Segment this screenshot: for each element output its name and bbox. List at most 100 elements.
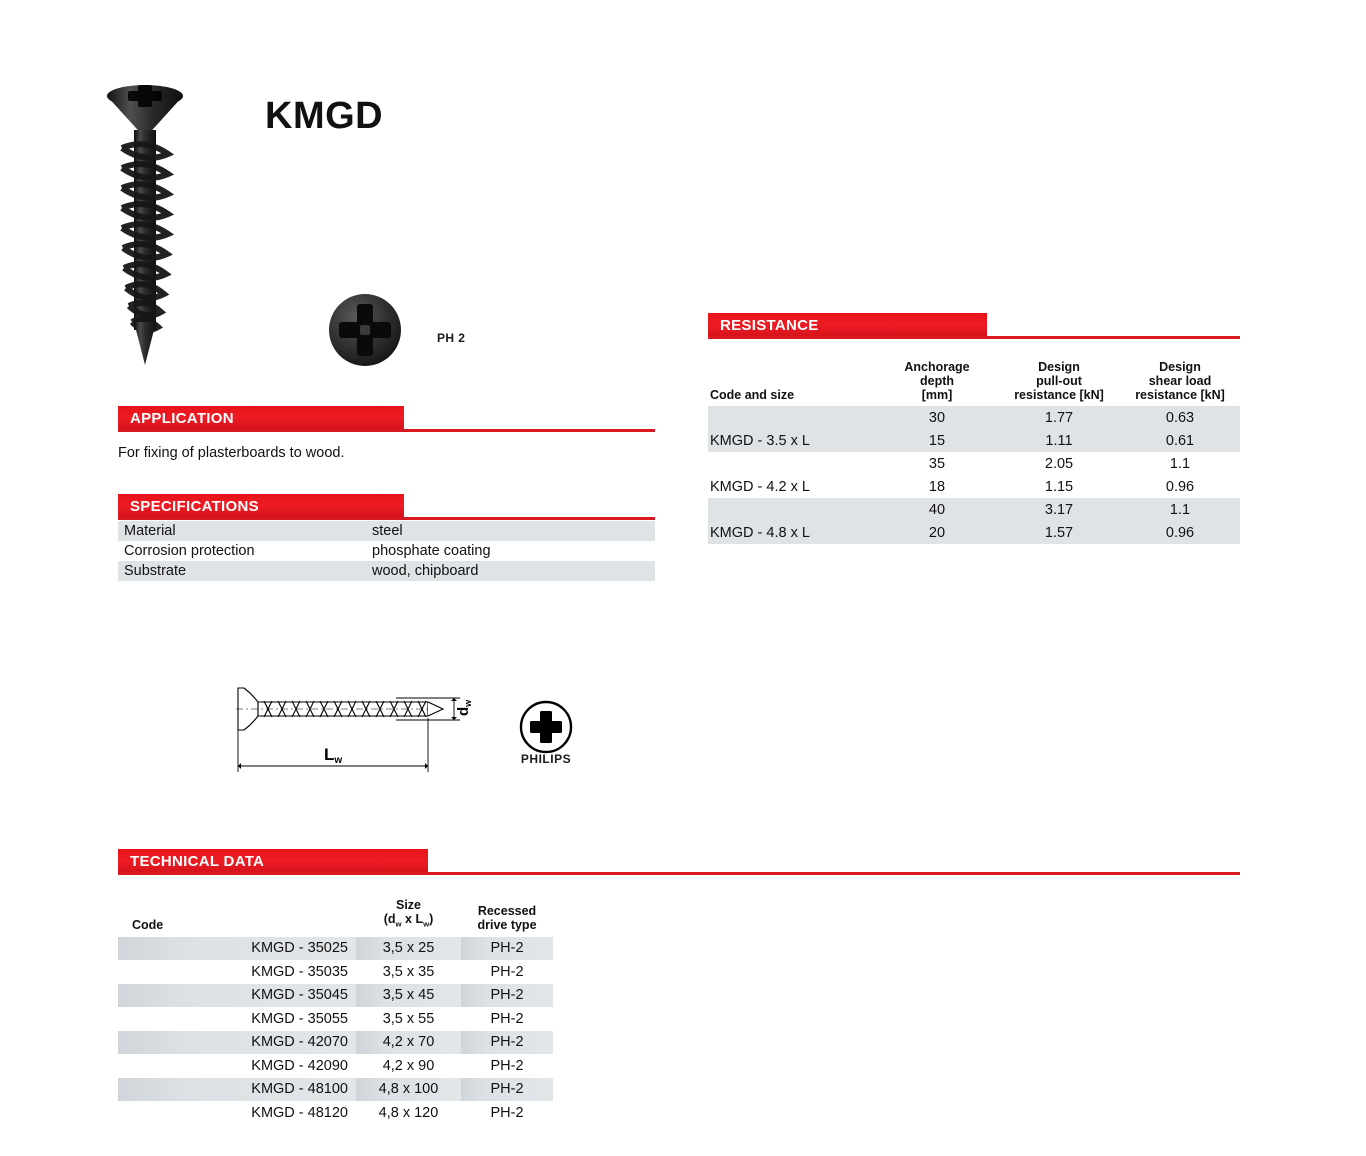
- head-line: [mm]: [921, 388, 953, 402]
- head-line-size-formula: (dw x Lw): [383, 912, 434, 929]
- cell-size: 3,5 x 55: [382, 1010, 435, 1027]
- table-row: Corrosion protection phosphate coating: [118, 541, 655, 561]
- col-code-and-size: Code and size: [710, 388, 795, 402]
- cell-depth: 30: [876, 406, 998, 429]
- cell-depth: 40: [876, 498, 998, 521]
- table-row: 30 1.77 0.63: [708, 406, 1240, 429]
- cell-pullout: 3.17: [998, 498, 1120, 521]
- cell-code: KMGD - 4.2 x L: [710, 478, 810, 495]
- cell-code: KMGD - 35055: [251, 1010, 348, 1027]
- cell-code: KMGD - 42070: [118, 1030, 356, 1054]
- cell-shear: 1.1: [1120, 498, 1240, 521]
- spec-label: Material: [118, 521, 372, 541]
- cell-drive: PH-2: [490, 1057, 524, 1074]
- product-screw-image: [100, 72, 190, 367]
- cell-size: 3,5 x 35: [382, 963, 435, 980]
- cell-shear: 0.63: [1120, 406, 1240, 429]
- spec-value: steel: [372, 521, 655, 541]
- screw-dimension-drawing: dw Lw: [228, 682, 498, 782]
- cell-drive: PH-2: [461, 936, 553, 960]
- specifications-header-bar: [118, 494, 404, 520]
- cell-size: 4,2 x 90: [382, 1057, 435, 1074]
- table-row: KMGD - 35035 3,5 x 35 PH-2: [118, 960, 553, 984]
- head-line: shear load: [1148, 374, 1212, 388]
- table-row: 40 3.17 1.1: [708, 498, 1240, 521]
- cell-shear: 0.96: [1165, 478, 1195, 495]
- cell-drive: PH-2: [490, 1010, 524, 1027]
- spec-label: Substrate: [118, 561, 372, 581]
- specifications-heading: SPECIFICATIONS: [130, 498, 259, 515]
- cell-pullout: 1.57: [998, 521, 1120, 544]
- cell-shear: 0.96: [1120, 521, 1240, 544]
- head-line: Anchorage: [904, 360, 970, 374]
- head-line: Design: [1159, 360, 1201, 374]
- cell-size: 3,5 x 45: [356, 983, 461, 1007]
- philips-drive-label: PHILIPS: [520, 752, 572, 766]
- table-row: KMGD - 35055 3,5 x 55 PH-2: [118, 1007, 553, 1031]
- spec-value: wood, chipboard: [372, 561, 655, 581]
- col-recessed-drive-type: Recessed drive type: [461, 898, 553, 937]
- cell-code: KMGD - 35035: [251, 963, 348, 980]
- application-description: For fixing of plasterboards to wood.: [118, 445, 345, 461]
- table-row: KMGD - 4.2 x L 18 1.15 0.96: [708, 475, 1240, 498]
- philips-drive-icon: [500, 697, 592, 769]
- cell-pullout: 2.05: [1044, 455, 1074, 472]
- resistance-header-bar: [708, 313, 987, 339]
- resistance-table: Code and size Anchorage depth [mm] Desig…: [708, 360, 1240, 544]
- svg-text:Lw: Lw: [324, 745, 342, 766]
- head-line: drive type: [477, 917, 537, 932]
- cell-code: [708, 452, 876, 475]
- technical-data-table: Code Size (dw x Lw) Recessed drive type …: [118, 898, 553, 1125]
- table-row: KMGD - 3.5 x L 15 1.11 0.61: [708, 429, 1240, 452]
- table-row: KMGD - 35045 3,5 x 45 PH-2: [118, 983, 553, 1007]
- cell-size: 4,8 x 120: [378, 1104, 439, 1121]
- spec-value: phosphate coating: [372, 543, 491, 559]
- specifications-table: Material steel Corrosion protection phos…: [118, 521, 655, 581]
- table-row: Material steel: [118, 521, 655, 541]
- cell-shear: 1.1: [1169, 455, 1191, 472]
- technical-data-header-bar: [118, 849, 428, 875]
- section-header-application: APPLICATION: [118, 406, 655, 432]
- cell-drive: PH-2: [490, 1104, 524, 1121]
- cell-code: KMGD - 4.8 x L: [708, 521, 876, 544]
- head-line: Size: [395, 898, 421, 912]
- table-row: KMGD - 48100 4,8 x 100 PH-2: [118, 1077, 553, 1101]
- table-header-row: Code Size (dw x Lw) Recessed drive type: [118, 898, 553, 937]
- cell-code: KMGD - 48100: [118, 1077, 356, 1101]
- application-heading: APPLICATION: [130, 410, 234, 427]
- cell-depth: 15: [876, 429, 998, 452]
- table-header-row: Code and size Anchorage depth [mm] Desig…: [708, 360, 1240, 406]
- col-code: Code: [132, 917, 164, 932]
- table-row: KMGD - 42070 4,2 x 70 PH-2: [118, 1030, 553, 1054]
- table-row: KMGD - 42090 4,2 x 90 PH-2: [118, 1054, 553, 1078]
- technical-data-heading: TECHNICAL DATA: [130, 853, 265, 870]
- section-header-resistance: RESISTANCE: [708, 313, 1240, 339]
- col-pullout-resistance: Design pull-out resistance [kN]: [998, 360, 1120, 406]
- cell-pullout: 1.11: [998, 429, 1120, 452]
- cell-code: KMGD - 35045: [118, 983, 356, 1007]
- ph2-drive-label: PH 2: [437, 331, 466, 345]
- svg-text:dw: dw: [455, 699, 473, 716]
- cell-drive: PH-2: [490, 963, 524, 980]
- cell-code: KMGD - 48120: [251, 1104, 348, 1121]
- cell-size: 4,8 x 100: [356, 1077, 461, 1101]
- head-line: Recessed: [477, 903, 537, 918]
- col-anchorage-depth: Anchorage depth [mm]: [876, 360, 998, 406]
- page-title: KMGD: [265, 95, 384, 137]
- cell-drive: PH-2: [461, 1077, 553, 1101]
- table-row: Substrate wood, chipboard: [118, 561, 655, 581]
- application-header-rule: [118, 429, 655, 432]
- head-line: depth: [919, 374, 955, 388]
- col-size: Size (dw x Lw): [356, 898, 461, 937]
- spec-label: Corrosion protection: [124, 543, 255, 559]
- cell-pullout: 1.15: [1044, 478, 1074, 495]
- cell-code: [708, 406, 876, 429]
- cell-code: KMGD - 35025: [118, 936, 356, 960]
- cell-pullout: 1.77: [998, 406, 1120, 429]
- resistance-header-rule: [708, 336, 1240, 339]
- specifications-header-rule: [118, 517, 655, 520]
- cell-drive: PH-2: [461, 1030, 553, 1054]
- head-line: Design: [1038, 360, 1080, 374]
- head-line: pull-out: [1036, 374, 1082, 388]
- head-line: resistance [kN]: [1014, 388, 1104, 402]
